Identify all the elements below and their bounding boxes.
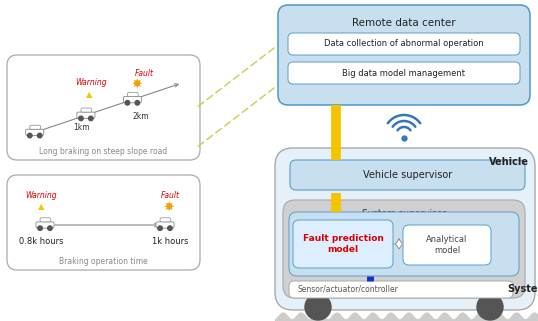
FancyBboxPatch shape — [36, 222, 54, 228]
Text: Fault prediction
model: Fault prediction model — [302, 234, 384, 254]
Circle shape — [135, 100, 139, 105]
FancyBboxPatch shape — [290, 160, 525, 190]
FancyBboxPatch shape — [7, 55, 200, 160]
Text: Analytical
model: Analytical model — [426, 235, 468, 255]
Polygon shape — [395, 239, 402, 249]
FancyBboxPatch shape — [7, 175, 200, 270]
Text: Sensor/actuator/controller: Sensor/actuator/controller — [297, 285, 398, 294]
Text: ▲: ▲ — [86, 90, 92, 99]
Text: Braking operation time: Braking operation time — [59, 257, 148, 266]
FancyBboxPatch shape — [26, 129, 44, 135]
FancyBboxPatch shape — [289, 212, 519, 276]
FancyBboxPatch shape — [283, 200, 525, 298]
Text: System: System — [507, 284, 538, 294]
Circle shape — [48, 226, 52, 230]
Text: System supervisor: System supervisor — [362, 210, 446, 219]
Text: 1km: 1km — [74, 123, 90, 132]
Text: Warning: Warning — [75, 78, 107, 87]
FancyBboxPatch shape — [123, 97, 141, 103]
Text: ✸: ✸ — [164, 201, 174, 214]
FancyBboxPatch shape — [275, 148, 535, 310]
FancyBboxPatch shape — [278, 5, 530, 105]
Text: ✸: ✸ — [131, 78, 141, 91]
Text: 2km: 2km — [132, 112, 148, 121]
FancyBboxPatch shape — [156, 222, 174, 228]
FancyBboxPatch shape — [288, 33, 520, 55]
Circle shape — [89, 116, 93, 121]
Text: Big data model management: Big data model management — [343, 68, 465, 77]
FancyBboxPatch shape — [289, 281, 513, 298]
Circle shape — [305, 294, 331, 320]
Text: Long braking on steep slope road: Long braking on steep slope road — [39, 148, 168, 157]
Circle shape — [125, 100, 130, 105]
Text: Vehicle supervisor: Vehicle supervisor — [363, 170, 452, 180]
Circle shape — [158, 226, 162, 230]
Circle shape — [27, 133, 32, 138]
FancyBboxPatch shape — [40, 218, 51, 222]
Text: Vehicle: Vehicle — [489, 157, 529, 167]
Circle shape — [168, 226, 172, 230]
Circle shape — [38, 226, 43, 230]
Circle shape — [477, 294, 503, 320]
Text: ▲: ▲ — [38, 202, 44, 211]
FancyBboxPatch shape — [81, 108, 92, 112]
FancyBboxPatch shape — [293, 220, 393, 268]
Circle shape — [38, 133, 42, 138]
FancyBboxPatch shape — [77, 112, 95, 118]
Text: Fault: Fault — [160, 191, 180, 200]
Text: Remote data center: Remote data center — [352, 18, 456, 28]
Text: Warning: Warning — [25, 191, 57, 200]
Text: Data collection of abnormal operation: Data collection of abnormal operation — [324, 39, 484, 48]
FancyBboxPatch shape — [288, 62, 520, 84]
Text: Fault: Fault — [135, 69, 154, 78]
FancyBboxPatch shape — [403, 225, 491, 265]
FancyBboxPatch shape — [30, 125, 40, 129]
Circle shape — [79, 116, 83, 121]
Text: 0.8k hours: 0.8k hours — [19, 237, 63, 246]
FancyBboxPatch shape — [160, 218, 171, 222]
Text: 1k hours: 1k hours — [152, 237, 188, 246]
FancyBboxPatch shape — [128, 92, 138, 97]
